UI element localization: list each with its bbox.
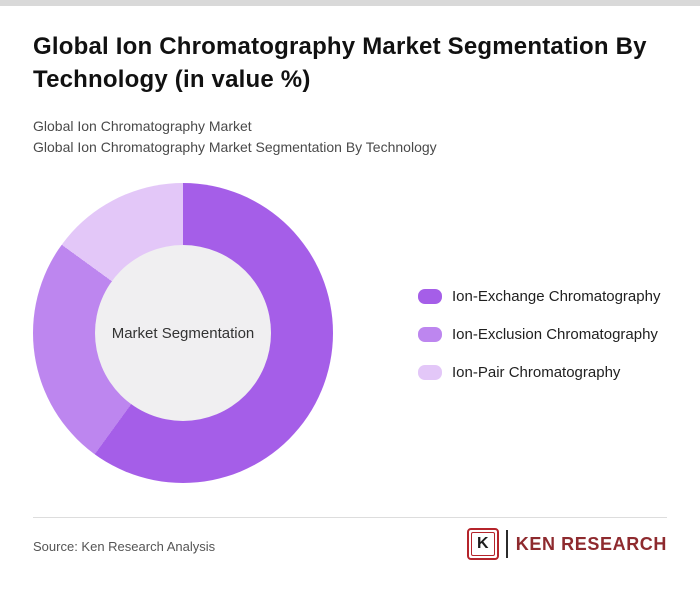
logo-separator <box>505 530 508 558</box>
logo-k-mark-icon: K <box>466 528 499 560</box>
legend-swatch-icon <box>418 288 442 304</box>
source-text: Source: Ken Research Analysis <box>33 539 216 554</box>
legend-swatch-icon <box>418 326 442 342</box>
donut-center: Market Segmentation <box>95 245 271 421</box>
donut-center-label: Market Segmentation <box>111 324 255 342</box>
logo-k-letter: K <box>470 532 495 556</box>
legend-item: Ion-Exclusion Chromatography <box>418 325 660 343</box>
legend-label: Ion-Pair Chromatography <box>452 363 621 381</box>
legend: Ion-Exchange Chromatography Ion-Exclusio… <box>418 287 660 401</box>
legend-item: Ion-Pair Chromatography <box>418 363 660 381</box>
ken-research-logo: K KEN RESEARCH <box>466 528 667 560</box>
top-strip <box>0 0 700 6</box>
legend-swatch-icon <box>418 364 442 380</box>
legend-label: Ion-Exclusion Chromatography <box>452 325 658 343</box>
donut-chart: Market Segmentation <box>33 183 333 483</box>
footer-divider <box>33 517 667 518</box>
page-title: Global Ion Chromatography Market Segment… <box>33 33 647 93</box>
subtitle-line-1: Global Ion Chromatography Market <box>33 118 252 134</box>
subtitle-line-2: Global Ion Chromatography Market Segment… <box>33 139 437 155</box>
legend-label: Ion-Exchange Chromatography <box>452 287 661 305</box>
legend-item: Ion-Exchange Chromatography <box>418 287 660 305</box>
logo-text: KEN RESEARCH <box>515 533 667 554</box>
